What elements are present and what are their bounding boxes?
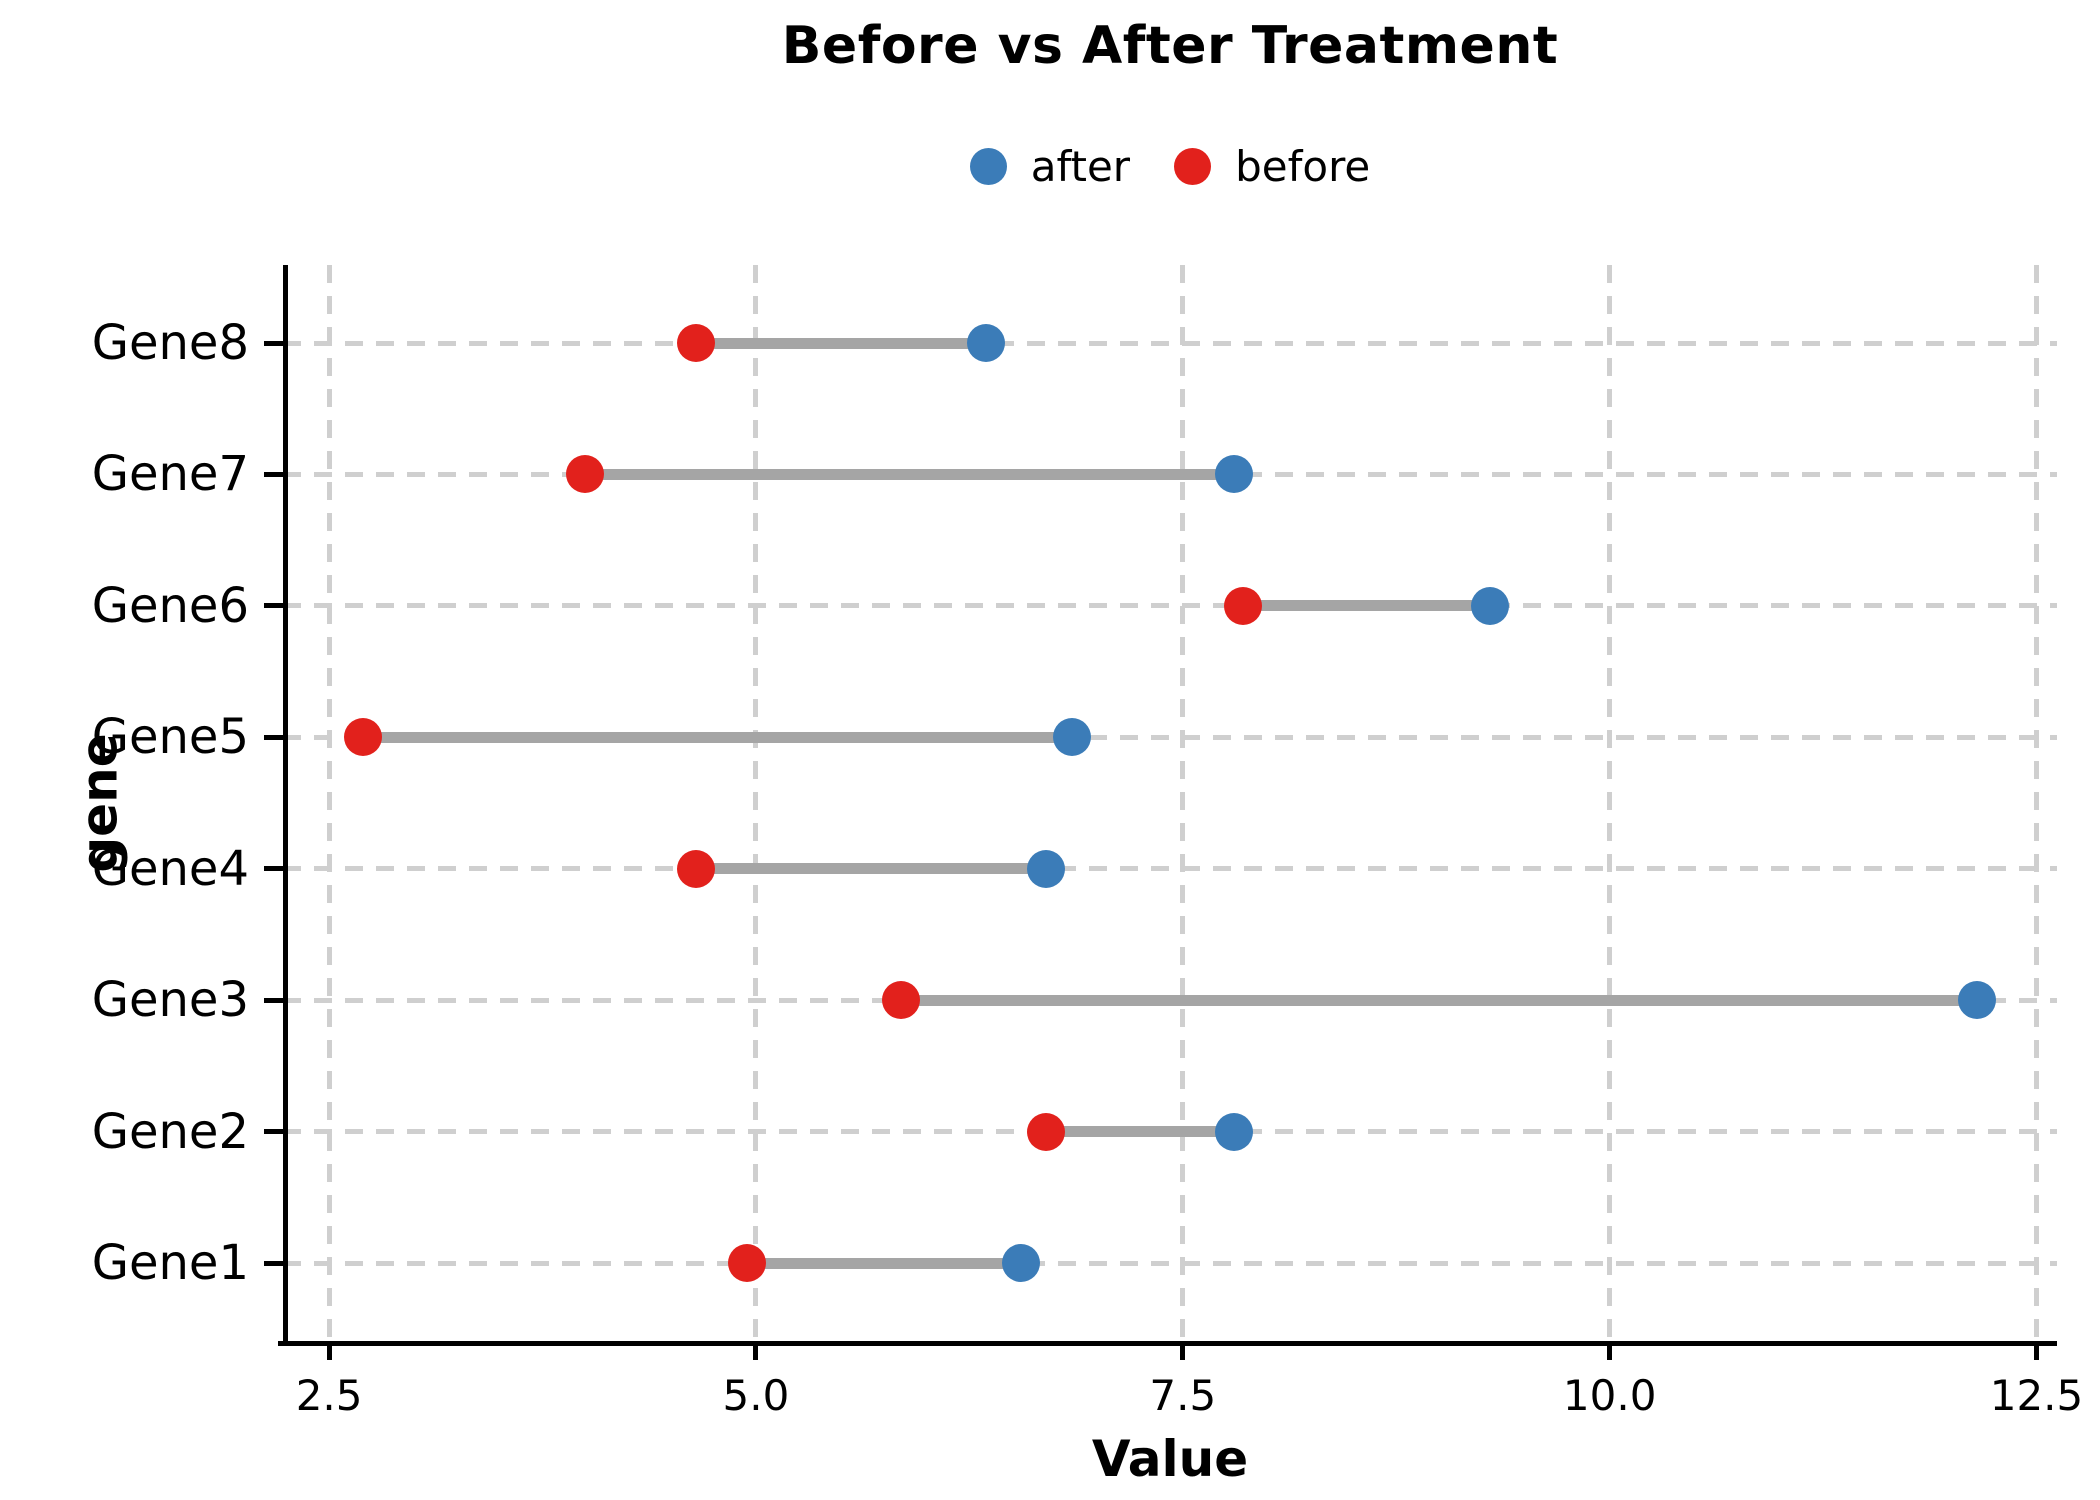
chart-title: Before vs After Treatment [781,16,1559,76]
vertical-gridline [2034,265,2039,1341]
before-after-connector [1046,1126,1235,1138]
y-tick-mark [264,471,283,477]
plot-area [278,265,2057,1346]
y-tick-mark [264,1260,283,1266]
vertical-gridline [1607,265,1613,1341]
before-after-connector [363,731,1072,743]
legend-item-after: after [969,142,1131,191]
y-axis-spine [283,265,288,1341]
legend-label-after: after [1030,142,1131,191]
before-after-connector [901,994,1977,1006]
x-tick-label: 7.5 [1149,1371,1217,1420]
before-dot [728,1244,767,1282]
legend-label-before: before [1235,142,1371,191]
x-tick-mark [1180,1341,1186,1360]
gene-tick-label: Gene3 [91,972,249,1029]
x-tick-label: 5.0 [722,1371,790,1420]
before-after-connector [585,468,1235,480]
after-dot [1215,455,1254,494]
x-tick-label: 2.5 [295,1371,363,1420]
x-tick-label: 12.5 [1989,1371,2084,1420]
legend-item-before: before [1174,142,1370,191]
after-dot [1027,849,1066,888]
before-dot [677,849,716,888]
x-axis-spine [278,1341,2057,1346]
before-after-connector [696,337,987,349]
gene-tick-label: Gene2 [91,1103,249,1160]
after-dot [1957,981,1996,1020]
after-dot [1001,1244,1040,1282]
y-tick-mark [264,997,283,1003]
horizontal-gridline [283,1260,2057,1266]
after-dot [1052,718,1091,757]
after-dot [1215,1112,1254,1151]
x-axis-label: Value [1091,1430,1249,1488]
gene-tick-label: Gene6 [91,577,249,634]
before-after-connector [696,863,1047,875]
y-tick-mark [264,1129,283,1135]
legend: after before [283,142,2057,191]
gene-tick-label: Gene5 [91,709,249,766]
y-tick-mark [264,734,283,740]
after-dot [1471,586,1510,625]
gene-tick-label: Gene7 [91,446,249,503]
before-dot [1223,586,1262,625]
gene-tick-label: Gene8 [91,315,249,371]
gene-tick-label: Gene4 [91,840,249,897]
before-dot [677,324,716,362]
before-dot [344,718,383,757]
after-dot [967,324,1006,362]
x-tick-mark [753,1341,759,1360]
horizontal-gridline [283,866,2057,872]
horizontal-gridline [283,603,2057,609]
horizontal-gridline [283,734,2057,740]
x-tick-mark [1607,1341,1613,1360]
y-tick-mark [264,866,283,872]
before-dot [882,981,921,1020]
y-tick-mark [264,603,283,609]
gene-tick-label: Gene1 [91,1235,249,1291]
before-dot [566,455,605,494]
vertical-gridline [326,265,332,1341]
before-after-connector [1242,600,1491,612]
x-tick-label: 10.0 [1562,1371,1657,1420]
before-after-connector [747,1257,1021,1269]
before-dot [1027,1112,1066,1151]
vertical-gridline [1180,265,1186,1341]
y-tick-mark [264,340,283,346]
x-tick-mark [326,1341,332,1360]
x-tick-mark [2034,1341,2039,1360]
before-legend-dot-icon [1174,148,1212,185]
after-legend-dot-icon [969,148,1007,185]
vertical-gridline [753,265,759,1341]
horizontal-gridline [283,340,2057,346]
